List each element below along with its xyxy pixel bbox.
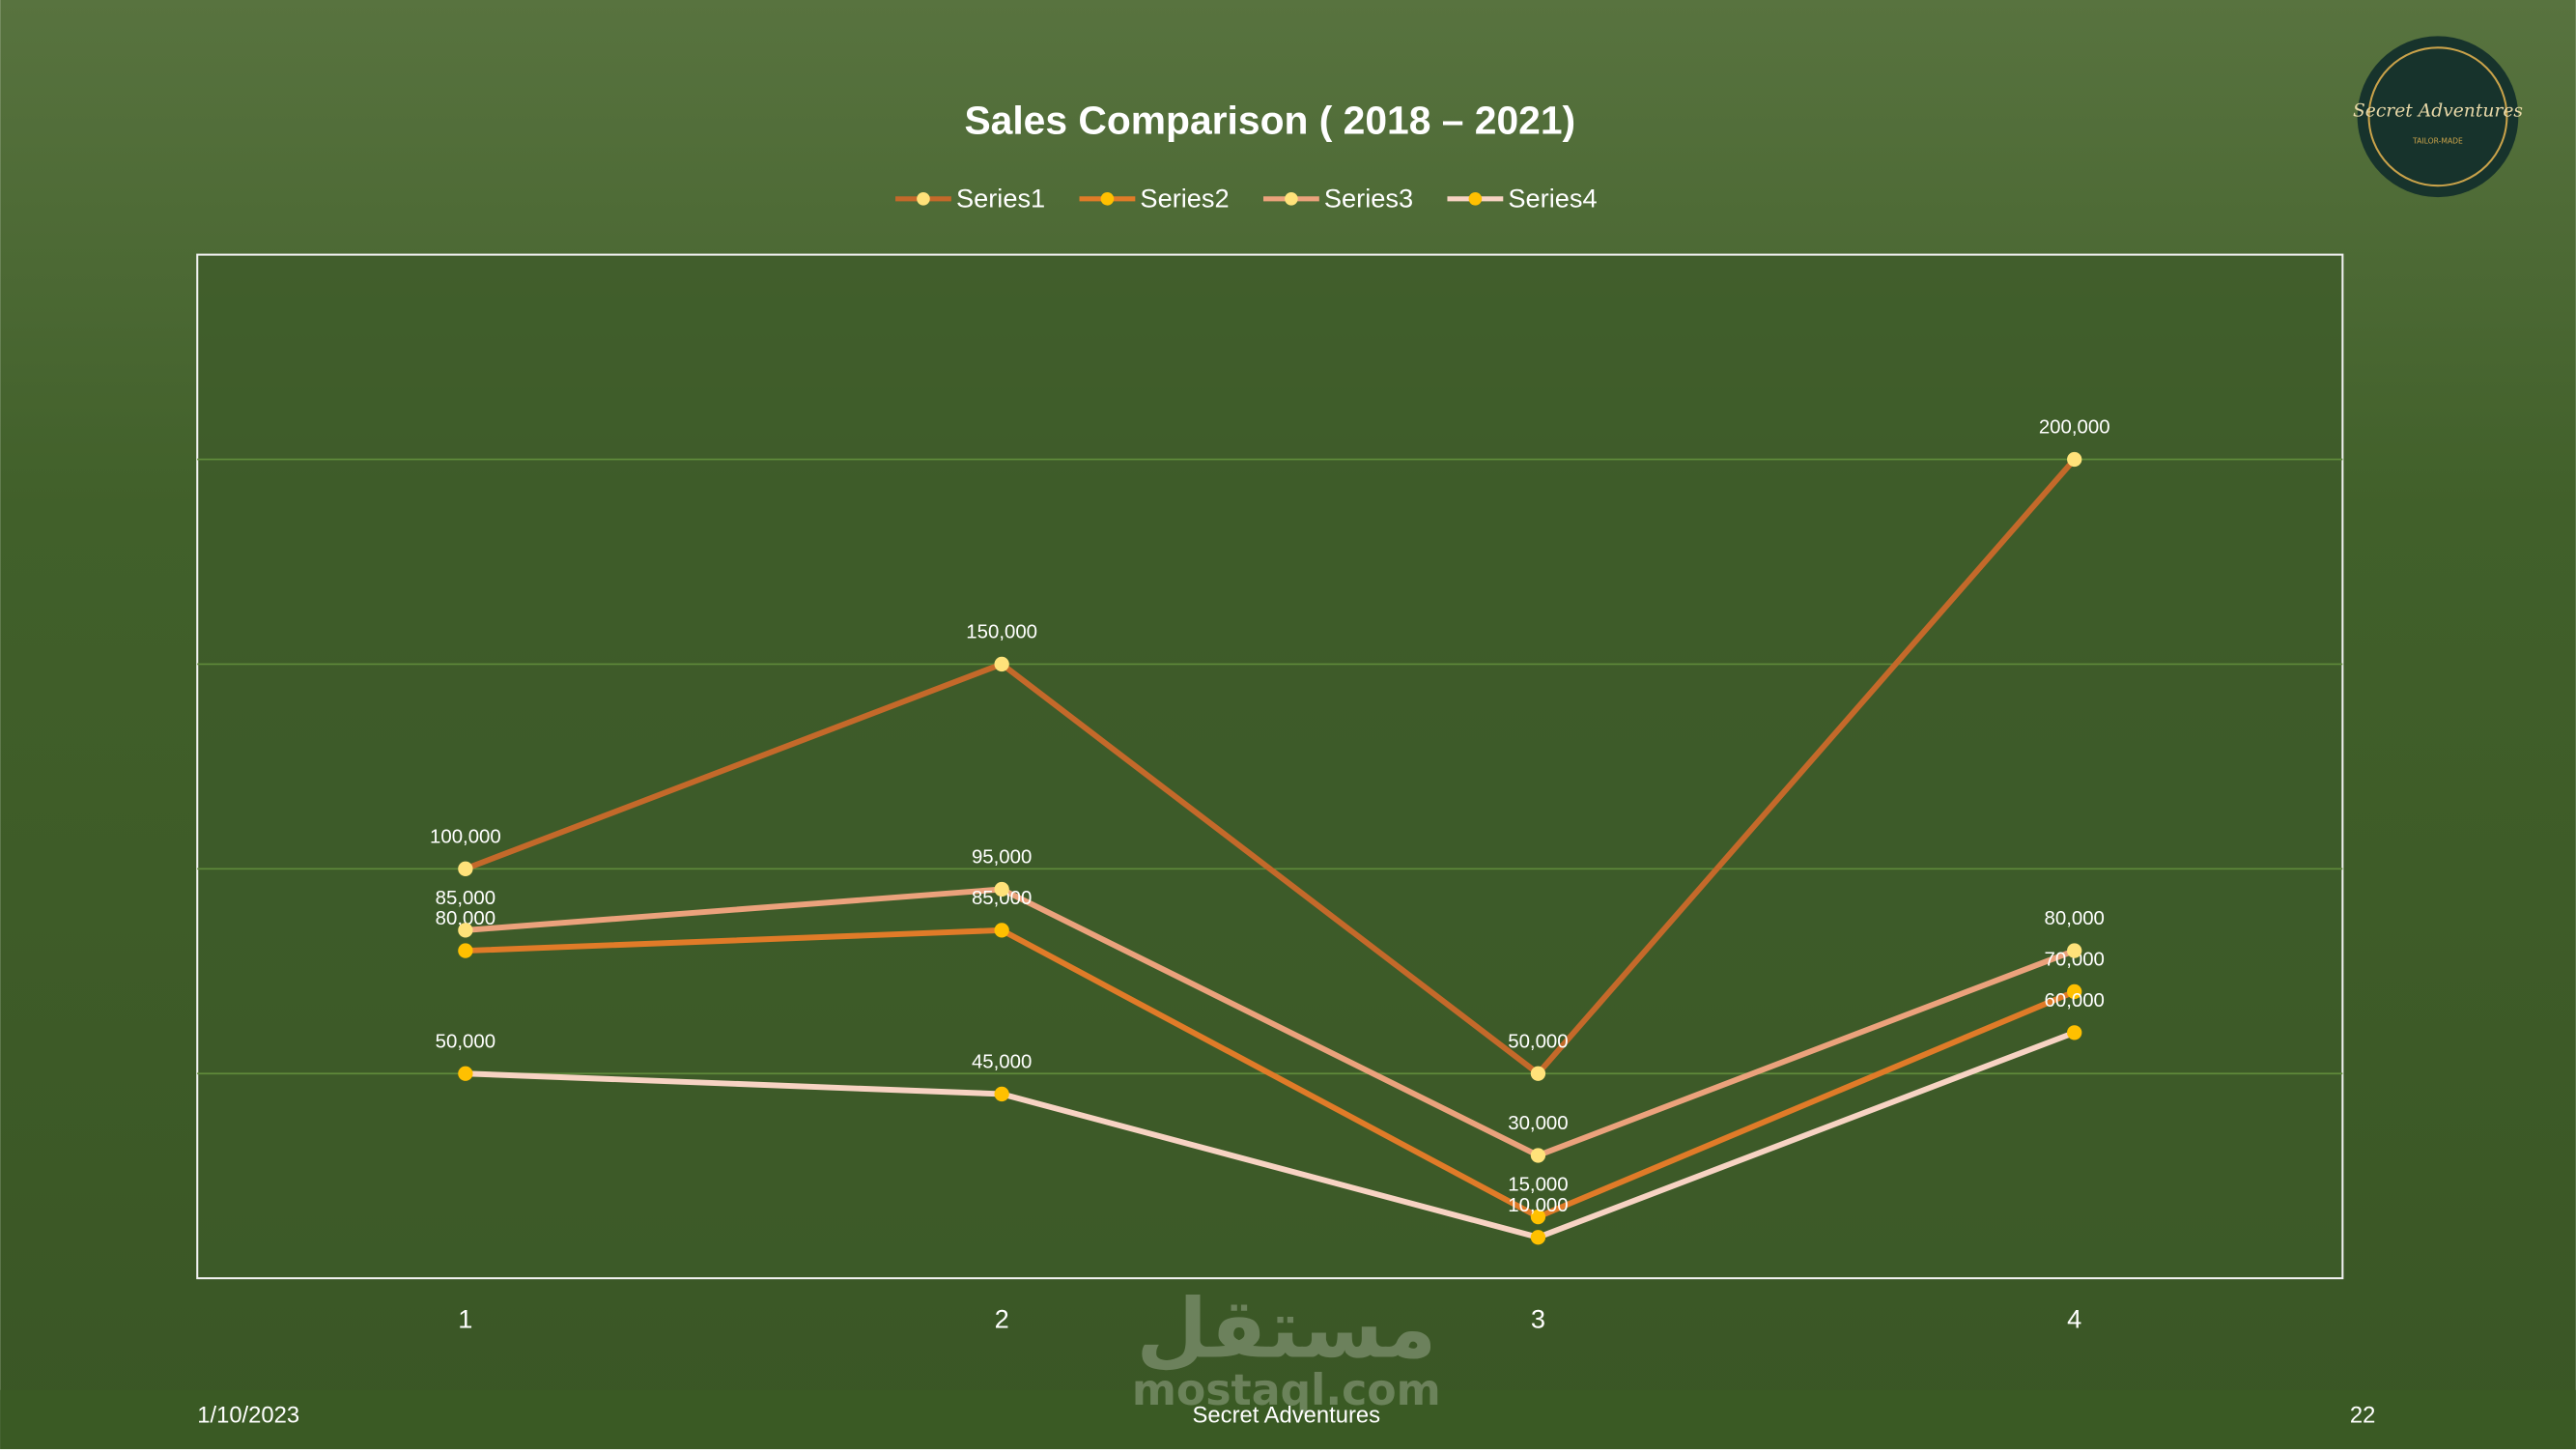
data-point [458,861,473,876]
data-label: 60,000 [2045,990,2105,1011]
legend-marker [1100,191,1115,206]
data-label: 80,000 [2045,908,2105,929]
data-point [458,943,473,958]
data-label: 80,000 [436,908,495,929]
series-line [464,457,2077,1077]
data-label: 50,000 [1508,1031,1568,1052]
plot-area [196,253,2344,1280]
data-point [458,1066,473,1081]
data-point [2067,451,2082,468]
data-label: 45,000 [972,1051,1032,1072]
logo-subtitle: TAILOR-MADE [2412,136,2463,145]
data-point [994,1086,1009,1102]
watermark-arabic: مستقل [1136,1281,1436,1377]
legend-marker [917,191,930,206]
data-point [2067,943,2082,958]
data-label: 150,000 [966,621,1037,642]
data-point [1530,1230,1546,1245]
footer-bar [0,1389,2576,1449]
data-label: 15,000 [1508,1175,1568,1196]
data-point [458,923,473,938]
data-point [2067,983,2082,1000]
data-label: 95,000 [972,847,1032,869]
logo-badge [2357,36,2519,198]
legend-marker [1468,191,1483,206]
x-tick-label: 3 [1531,1304,1545,1334]
x-tick-label: 1 [458,1304,472,1334]
data-point [1530,1209,1546,1225]
legend-marker [1285,191,1298,206]
chart-title: Sales Comparison ( 2018 – 2021) [964,98,1575,142]
x-tick-label: 2 [995,1304,1009,1334]
logo-title: Secret Adventures [2353,101,2523,122]
data-label: 85,000 [972,888,1032,909]
legend-label: Series1 [956,184,1045,214]
x-tick-label: 4 [2067,1304,2081,1334]
series-line [465,886,2076,1158]
legend-label: Series2 [1140,184,1229,214]
legend-label: Series4 [1508,184,1597,214]
data-label: 30,000 [1508,1113,1568,1134]
footer-date: 1/10/2023 [197,1402,299,1428]
watermark-latin: mostaql.com [1132,1366,1441,1415]
footer-page: 22 [2350,1402,2375,1428]
legend-label: Series3 [1324,184,1413,214]
data-label: 85,000 [436,888,495,909]
data-point [2067,1025,2082,1040]
logo: Secret Adventures TAILOR-MADE [2353,36,2523,198]
data-label: 200,000 [2039,417,2110,439]
data-label: 10,000 [1508,1195,1568,1216]
logo-ring [2367,46,2508,187]
data-point [994,656,1009,672]
watermark: مستقل mostaql.com [1132,1281,1441,1415]
data-label: 50,000 [436,1031,495,1052]
data-label: 70,000 [2045,950,2105,971]
data-point [994,923,1009,938]
data-point [1530,1066,1546,1081]
footer-center: Secret Adventures [1193,1402,1381,1428]
series-line [465,926,2076,1220]
data-label: 100,000 [430,826,501,847]
data-point [994,881,1009,897]
series-line [465,1030,2076,1240]
data-point [1530,1148,1546,1163]
